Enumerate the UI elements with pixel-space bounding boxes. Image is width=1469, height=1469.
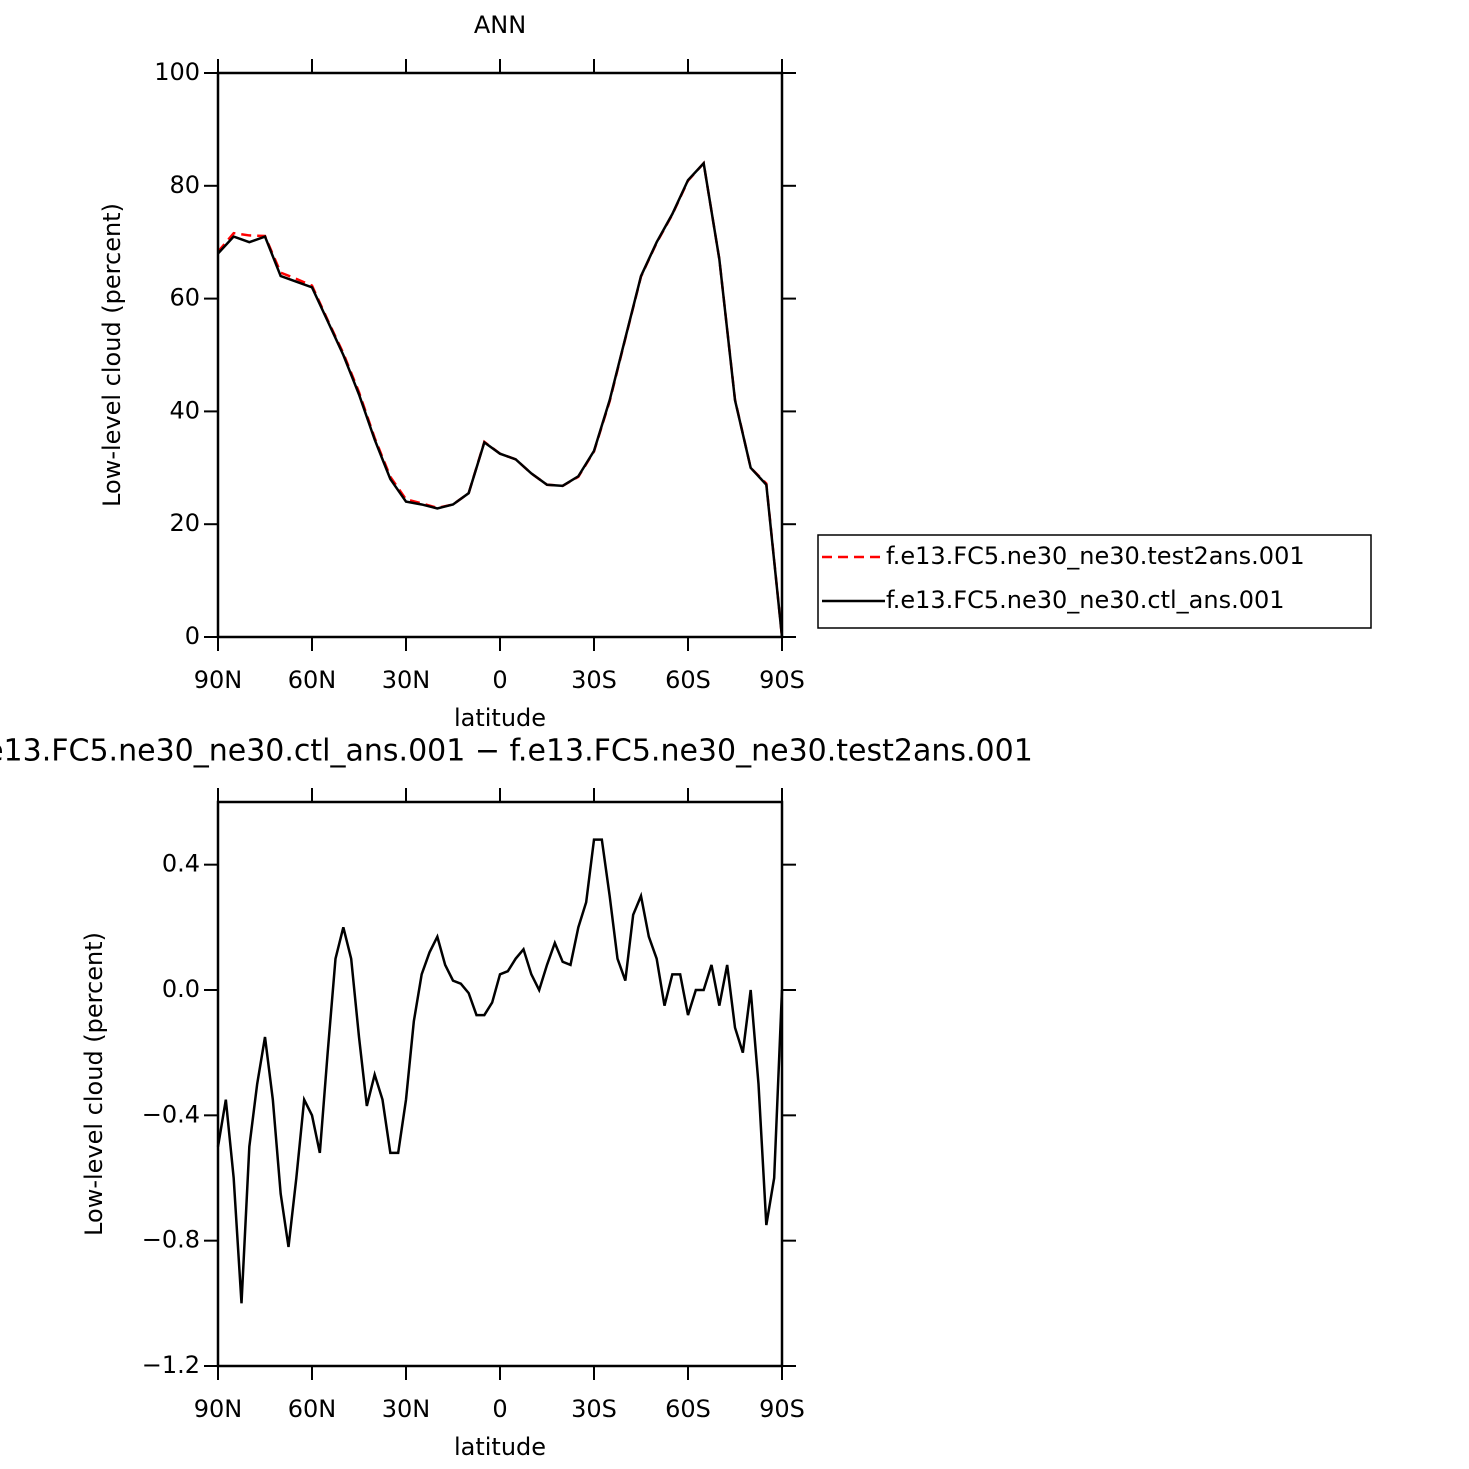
x-tick-label: 30S (571, 666, 617, 694)
x-tick-label: 60S (665, 1395, 711, 1423)
x-tick-label: 0 (492, 666, 507, 694)
y-axis-label: Low-level cloud (percent) (80, 932, 108, 1236)
chart-title: ANN (474, 11, 526, 39)
plot-frame (216, 71, 784, 639)
x-tick-label: 60N (288, 666, 337, 694)
legend-box (817, 534, 1372, 629)
x-tick-label: 90N (194, 1395, 243, 1423)
x-tick-label: 90S (759, 1395, 805, 1423)
y-tick-label: 0.4 (162, 850, 200, 878)
data-line (217, 160, 784, 638)
y-tick-label: −1.2 (142, 1351, 200, 1379)
legend-label: f.e13.FC5.ne30_ne30.test2ans.001 (886, 542, 1305, 570)
data-line (217, 160, 784, 638)
y-tick-label: 0.0 (162, 975, 200, 1003)
x-tick-label: 90S (759, 666, 805, 694)
x-tick-label: 30N (382, 666, 431, 694)
x-tick-label: 60N (288, 1395, 337, 1423)
plot-frame (216, 800, 784, 1368)
x-axis-label: latitude (454, 1433, 546, 1461)
data-line (216, 838, 784, 1304)
x-tick-label: 90N (194, 666, 243, 694)
y-tick-label: 40 (169, 396, 200, 424)
chart-title: f.e13.FC5.ne30_ne30.ctl_ans.001 − f.e13.… (0, 734, 1033, 769)
x-axis-label: latitude (454, 704, 546, 732)
y-tick-label: 20 (169, 509, 200, 537)
y-tick-label: 60 (169, 284, 200, 312)
x-tick-label: 60S (665, 666, 711, 694)
legend-label: f.e13.FC5.ne30_ne30.ctl_ans.001 (886, 586, 1285, 614)
y-axis-label: Low-level cloud (percent) (98, 203, 126, 507)
y-tick-label: 0 (185, 622, 200, 650)
y-tick-label: −0.8 (142, 1226, 200, 1254)
y-tick-label: 80 (169, 171, 200, 199)
y-tick-label: 100 (154, 58, 200, 86)
x-tick-label: 0 (492, 1395, 507, 1423)
x-tick-label: 30S (571, 1395, 617, 1423)
y-tick-label: −0.4 (142, 1100, 200, 1128)
x-tick-label: 30N (382, 1395, 431, 1423)
